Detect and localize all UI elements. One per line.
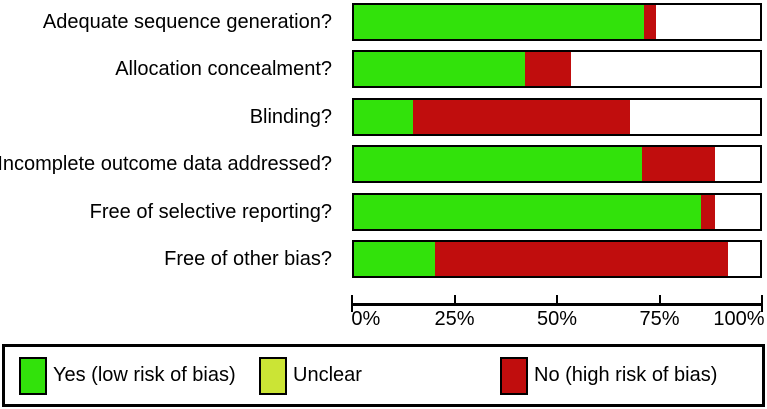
axis-tick <box>351 295 353 312</box>
stacked-bar <box>352 239 762 278</box>
stacked-bar <box>352 97 762 136</box>
bar-segment-yes <box>354 99 413 134</box>
row-label: Allocation concealment? <box>115 58 332 81</box>
bar-segment-no <box>701 194 716 229</box>
bar-segment-yes <box>354 194 702 229</box>
chart-row: Free of selective reporting? <box>0 192 767 240</box>
chart-row: Allocation concealment? <box>0 50 767 97</box>
bar-segment-no <box>524 52 572 87</box>
legend-swatch-unclear <box>259 356 287 395</box>
row-label: Incomplete outcome data addressed? <box>0 153 332 176</box>
legend: Yes (low risk of bias) Unclear No (high ri… <box>2 344 765 407</box>
stacked-bar <box>352 145 762 184</box>
legend-label-no: No (high risk of bias) <box>534 364 718 386</box>
axis-tick <box>556 295 558 306</box>
axis-tick-label: 75% <box>639 308 680 330</box>
bar-segment-yes <box>354 241 436 276</box>
legend-item-yes: Yes (low risk of bias) <box>19 356 236 395</box>
bar-segment-yes <box>354 147 643 182</box>
axis-tick-label: 50% <box>536 308 578 330</box>
bar-segment-remainder-white <box>630 99 760 134</box>
legend-label-unclear: Unclear <box>293 364 362 386</box>
chart-row: Blinding? <box>0 97 767 145</box>
bar-segment-no <box>412 99 631 134</box>
chart-rows: Adequate sequence generation? Allocation … <box>0 3 767 287</box>
legend-swatch-no <box>500 356 528 395</box>
row-label: Free of other bias? <box>164 247 332 270</box>
chart-row: Incomplete outcome data addressed? <box>0 145 767 192</box>
row-label: Free of selective reporting? <box>89 200 332 223</box>
x-axis: 0% 25% 50% 75% 100% <box>351 291 765 339</box>
axis-tick <box>658 295 661 306</box>
bar-segment-yes <box>354 52 525 87</box>
legend-swatch-yes <box>19 356 47 395</box>
bar-segment-yes <box>354 5 645 39</box>
chart-row: Adequate sequence generation? <box>0 3 767 50</box>
axis-tick-label: 25% <box>434 308 475 330</box>
bar-segment-no <box>642 147 716 182</box>
axis-tick <box>453 295 456 306</box>
legend-item-unclear: Unclear <box>259 356 362 395</box>
axis-tick-label: 0% <box>351 308 381 330</box>
bar-segment-no <box>435 241 728 276</box>
legend-item-no: No (high risk of bias) <box>500 356 718 395</box>
stacked-bar <box>352 50 762 89</box>
bar-segment-remainder-white <box>715 147 760 182</box>
axis-tick-label: 100% <box>713 308 765 330</box>
row-label: Adequate sequence generation? <box>42 11 332 33</box>
bar-segment-remainder-white <box>656 5 760 39</box>
row-label: Blinding? <box>249 105 332 128</box>
bar-segment-remainder-white <box>571 52 760 87</box>
bar-segment-no <box>644 5 657 39</box>
bar-segment-remainder-white <box>715 194 760 229</box>
chart-row: Free of other bias? <box>0 239 767 287</box>
bar-segment-remainder-white <box>727 241 760 276</box>
axis-tick <box>761 295 763 312</box>
legend-label-yes: Yes (low risk of bias) <box>53 364 236 386</box>
stacked-bar <box>352 3 762 41</box>
stacked-bar <box>352 192 762 231</box>
